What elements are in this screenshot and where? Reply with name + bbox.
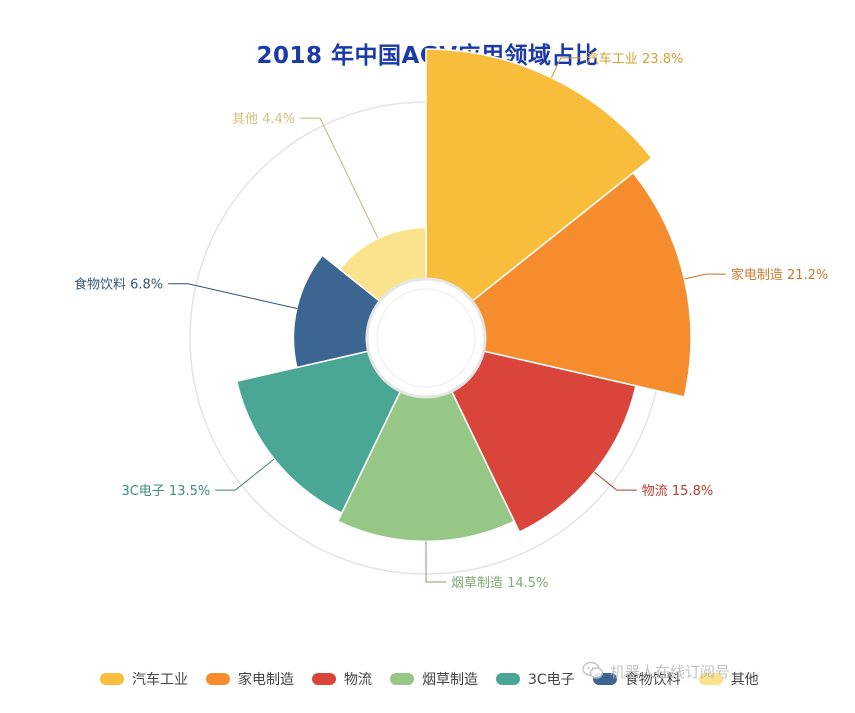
legend-item-4[interactable]: 烟草制造 — [390, 669, 478, 689]
leader-line-5 — [215, 458, 275, 491]
watermark: 机器人在线订阅号 — [582, 660, 730, 682]
data-label-2: 家电制造 21.2% — [731, 267, 828, 283]
legend-swatch — [312, 673, 336, 685]
legend-item-2[interactable]: 家电制造 — [206, 669, 294, 689]
center-hole — [376, 288, 476, 388]
legend-item-7[interactable]: 其他 — [698, 669, 759, 689]
legend-label: 3C电子 — [528, 672, 575, 688]
legend-item-3[interactable]: 物流 — [312, 669, 372, 689]
leader-line-4 — [425, 541, 446, 583]
legend-swatch — [390, 673, 414, 685]
legend-item-1[interactable]: 汽车工业 — [100, 669, 188, 689]
legend-label: 家电制造 — [238, 672, 294, 688]
data-label-4: 烟草制造 14.5% — [451, 576, 548, 591]
legend-label: 汽车工业 — [132, 672, 188, 688]
legend-swatch — [206, 673, 230, 685]
leader-line-7 — [300, 117, 379, 239]
legend-label: 食物饮料 — [624, 672, 681, 688]
data-label-6: 食物饮料 6.8% — [74, 277, 163, 293]
leader-line-1 — [550, 57, 581, 78]
legend-label: 物流 — [344, 672, 372, 688]
legend-label: 烟草制造 — [422, 672, 478, 688]
chart-legend: 汽车工业 家电制造 物流 烟草制造 3C电子 食物饮料 其他 — [100, 669, 777, 689]
legend-item-5[interactable]: 3C电子 — [496, 669, 575, 689]
data-label-1: 汽车工业 23.8% — [586, 51, 683, 67]
leader-line-6 — [168, 283, 297, 309]
legend-swatch — [100, 673, 124, 685]
data-label-3: 物流 15.8% — [642, 484, 713, 499]
data-label-5: 3C电子 13.5% — [121, 484, 210, 499]
legend-swatch — [496, 673, 520, 685]
legend-swatch — [698, 673, 723, 685]
leader-line-2 — [684, 273, 726, 280]
legend-label: 其他 — [730, 672, 759, 688]
data-label-7: 其他 4.4% — [232, 112, 295, 127]
watermark-text: 机器人在线订阅号 — [610, 662, 731, 681]
wechat-icon — [582, 661, 604, 679]
leader-line-3 — [594, 471, 637, 491]
